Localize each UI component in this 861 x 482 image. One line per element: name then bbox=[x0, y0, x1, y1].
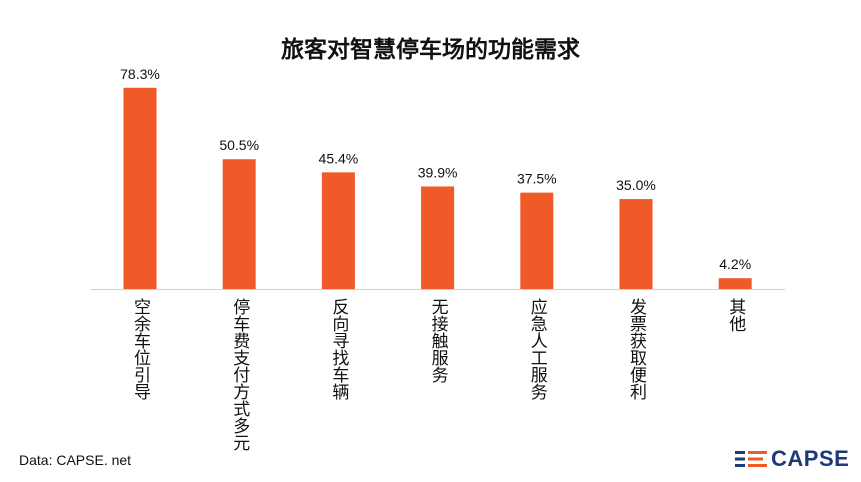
capse-logo: CAPSE bbox=[735, 446, 849, 472]
category-label: 空余车位引导 bbox=[131, 298, 150, 400]
category-label: 停车费支付方式多元 bbox=[230, 298, 250, 451]
bar bbox=[421, 186, 455, 289]
category-label: 无接触服务 bbox=[428, 298, 448, 383]
logo-stripes-icon bbox=[735, 451, 767, 467]
bar-chart: 78.3% 50.5% 45.4% 39.9% 37.5% 35.0% 4.2% bbox=[91, 66, 785, 290]
data-label: 37.5% bbox=[517, 171, 557, 187]
bar bbox=[222, 159, 256, 289]
data-source: Data: CAPSE. net bbox=[19, 452, 132, 468]
data-label: 39.9% bbox=[418, 164, 458, 180]
data-label: 4.2% bbox=[719, 256, 751, 272]
logo-text: CAPSE bbox=[771, 446, 850, 471]
bar bbox=[520, 192, 554, 289]
bar bbox=[123, 87, 157, 289]
category-label: 发票获取便利 bbox=[627, 298, 646, 400]
data-label: 35.0% bbox=[616, 177, 656, 193]
category-label: 反向寻找车辆 bbox=[329, 298, 349, 400]
bar bbox=[619, 199, 653, 289]
bar bbox=[718, 278, 752, 289]
data-label: 45.4% bbox=[319, 150, 359, 166]
chart-title: 旅客对智慧停车场的功能需求 bbox=[281, 36, 580, 62]
category-label: 应急人工服务 bbox=[527, 298, 547, 400]
data-label: 50.5% bbox=[219, 137, 259, 153]
data-label: 78.3% bbox=[120, 66, 160, 82]
bar bbox=[321, 172, 355, 289]
category-label: 其他 bbox=[726, 298, 746, 332]
